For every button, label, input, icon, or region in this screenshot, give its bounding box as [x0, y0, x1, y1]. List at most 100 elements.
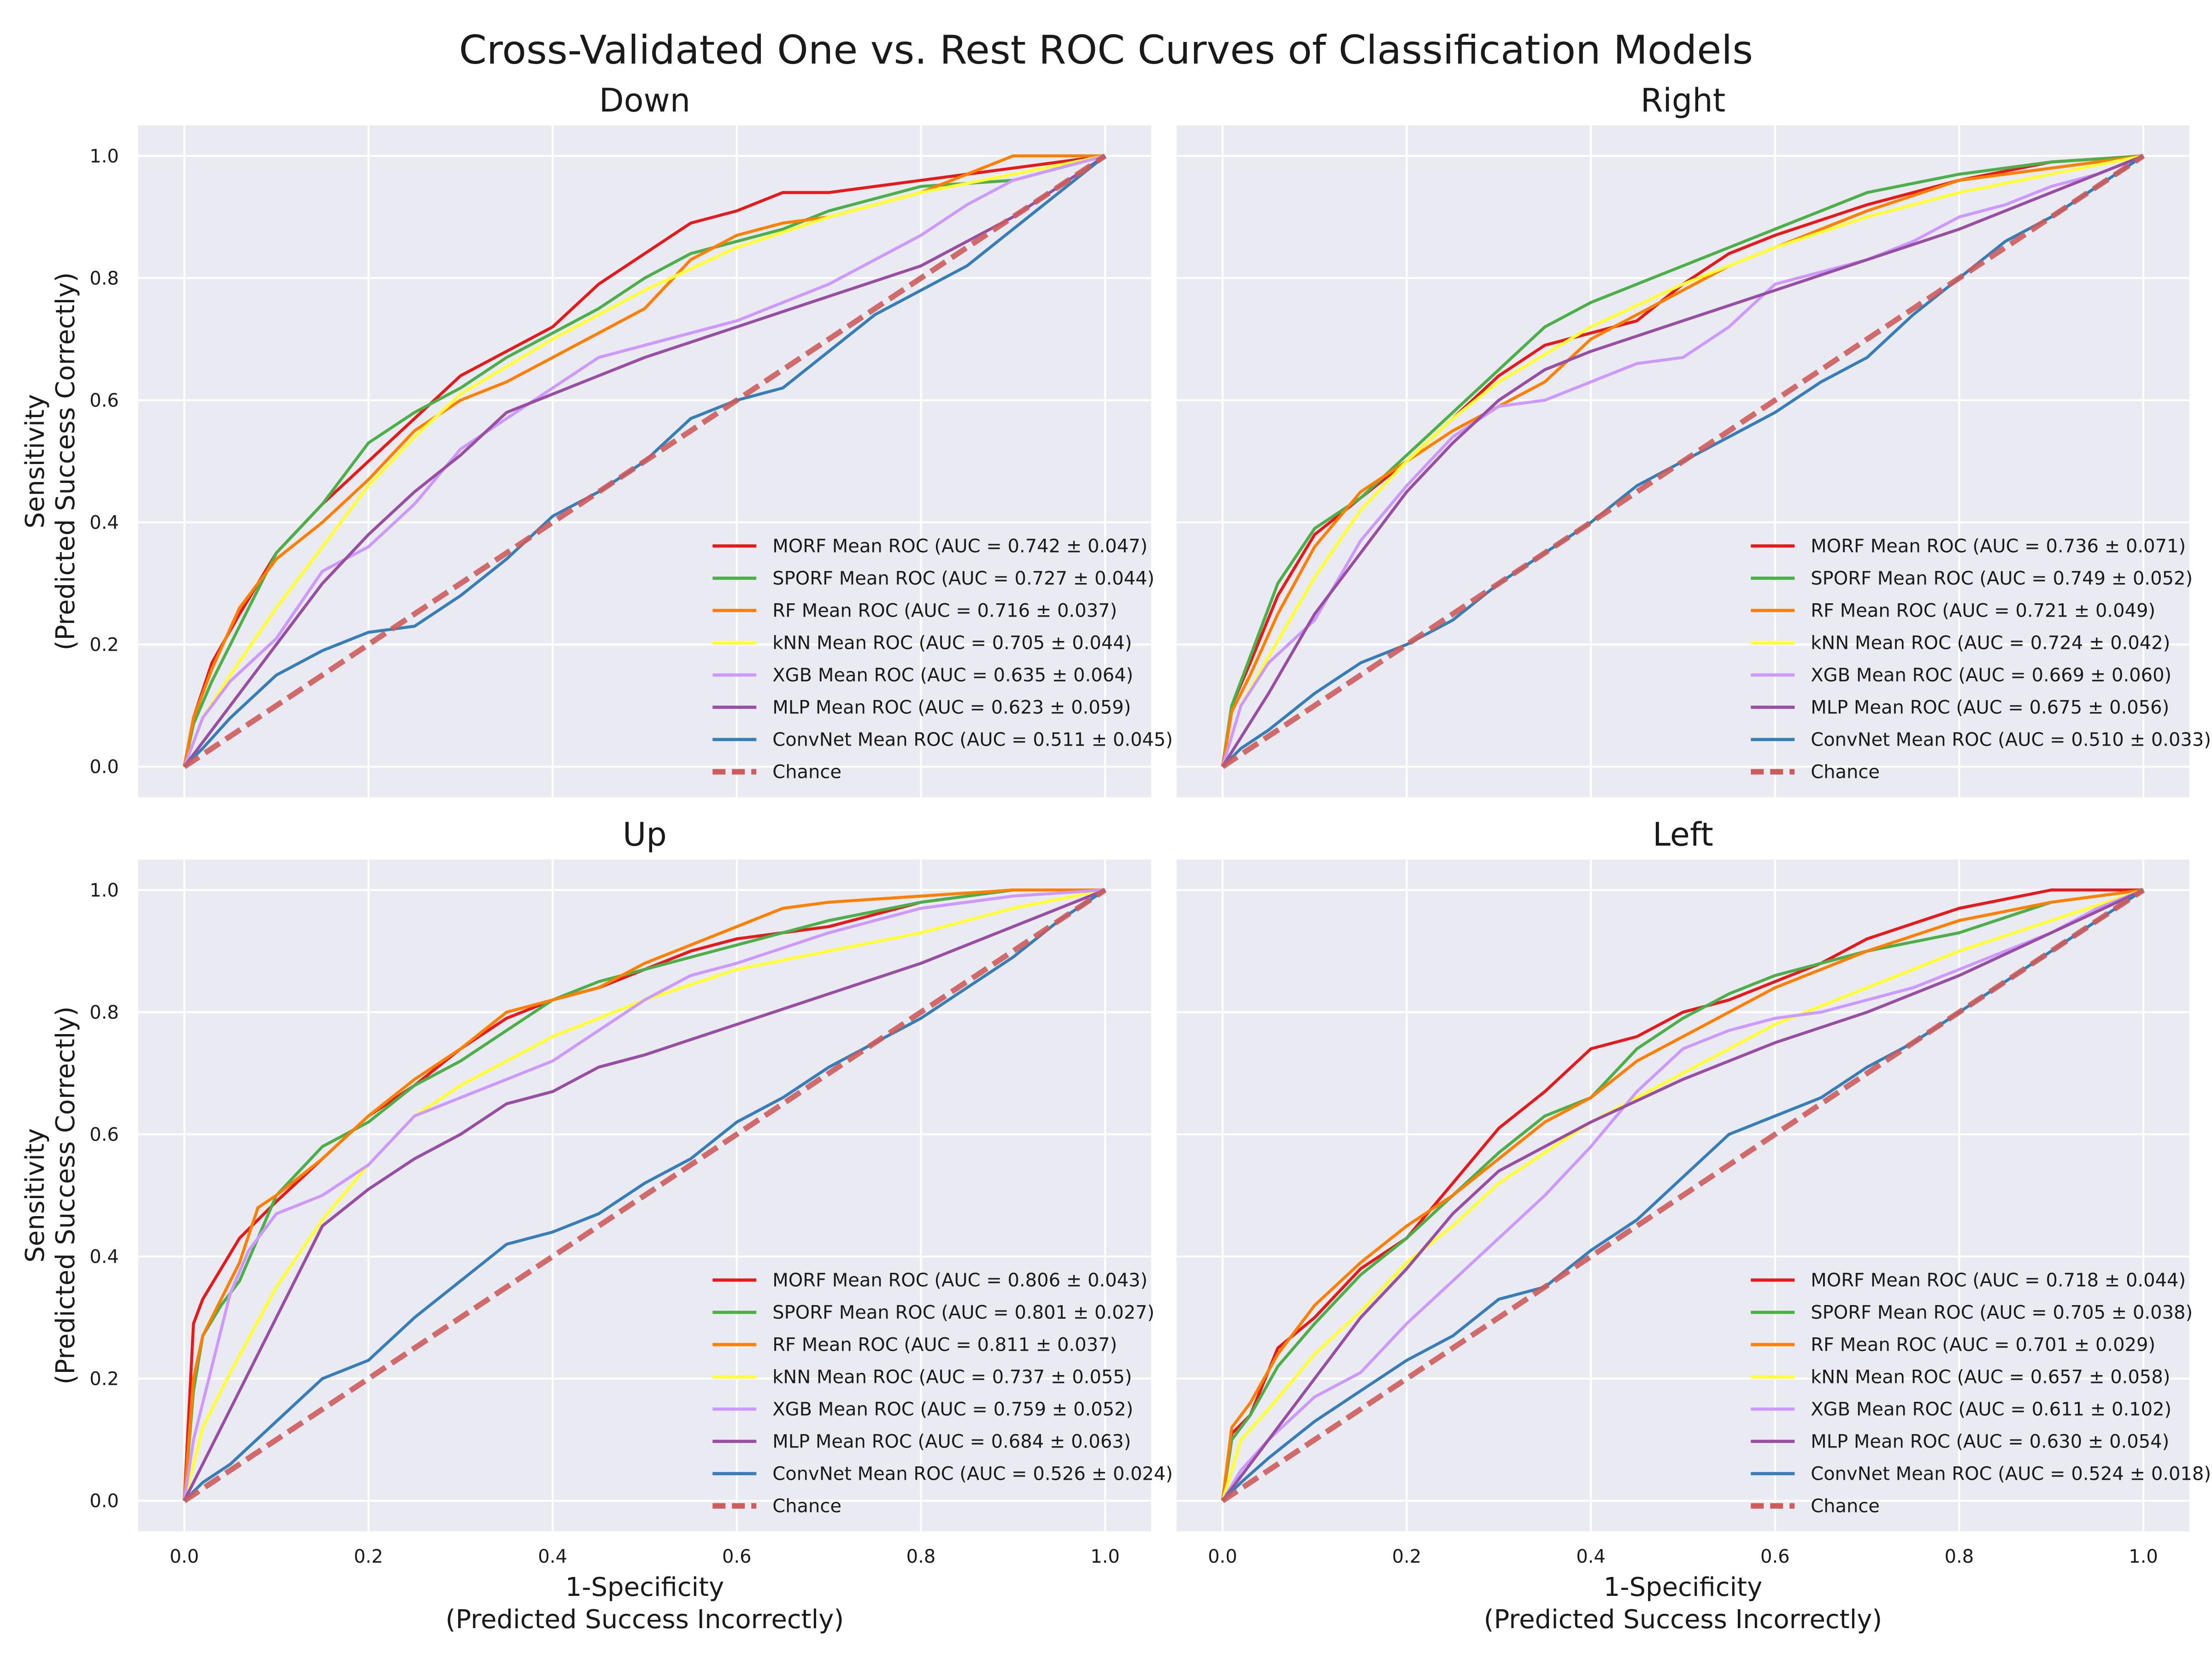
legend-label: ConvNet Mean ROC (AUC = 0.511 ± 0.045): [772, 729, 1173, 751]
series-line-chance: [1221, 153, 2145, 769]
legend-label: XGB Mean ROC (AUC = 0.635 ± 0.064): [772, 665, 1133, 686]
legend-label: Chance: [772, 1496, 841, 1517]
legend-label: MORF Mean ROC (AUC = 0.806 ± 0.043): [772, 1270, 1147, 1291]
panel-left: Left 0.0 0.2 0.4 0.6 0.8 1.0 1-Specificity(Pred…: [1177, 816, 2211, 1635]
x-tick-label: 0.4: [538, 1546, 567, 1567]
x-tick-label: 0.8: [906, 1546, 936, 1567]
panel-title: Left: [1653, 816, 1713, 853]
series-line-sporf: [1221, 154, 2144, 767]
y-tick-label: 0.0: [89, 757, 119, 778]
legend-label: Chance: [1811, 762, 1880, 783]
legend-label: Chance: [772, 762, 841, 783]
y-tick-label: 0.2: [89, 1369, 119, 1390]
series-line-knn: [182, 154, 1106, 767]
legend-label: RF Mean ROC (AUC = 0.701 ± 0.029): [1811, 1335, 2155, 1356]
panel-title: Right: [1641, 82, 1725, 119]
series-line-sporf: [182, 154, 1106, 767]
series-line-mlp: [1221, 888, 2144, 1502]
series-line-rf: [182, 888, 1106, 1501]
legend-label: kNN Mean ROC (AUC = 0.724 ± 0.042): [1811, 633, 2170, 654]
legend-label: MLP Mean ROC (AUC = 0.630 ± 0.054): [1811, 1431, 2169, 1453]
x-axis-label: (Predicted Success Incorrectly): [1484, 1605, 1882, 1635]
series-line-sporf: [182, 888, 1106, 1501]
y-axis-label-line: (Predicted Success Correctly): [51, 1006, 81, 1385]
x-tick-label: 1.0: [1090, 1546, 1120, 1567]
legend-label: MORF Mean ROC (AUC = 0.742 ± 0.047): [772, 536, 1147, 557]
legend-label: ConvNet Mean ROC (AUC = 0.510 ± 0.033): [1811, 729, 2211, 751]
panel-title: Down: [599, 82, 690, 119]
x-tick-label: 0.2: [1392, 1546, 1422, 1567]
legend-label: ConvNet Mean ROC (AUC = 0.524 ± 0.018): [1811, 1464, 2211, 1485]
series-line-chance: [1221, 888, 2145, 1503]
series-line-mlp: [1221, 154, 2144, 768]
y-tick-label: 0.4: [89, 1247, 119, 1268]
legend-label: MLP Mean ROC (AUC = 0.675 ± 0.056): [1811, 697, 2169, 718]
legend-label: MORF Mean ROC (AUC = 0.736 ± 0.071): [1811, 536, 2186, 557]
x-axis-label: 1-Specificity: [1604, 1572, 1762, 1602]
panel-right: Right MORF Mean ROC (AUC = 0.736 ± 0.071)…: [1177, 82, 2211, 797]
panels-container: Down0.00.20.40.60.81.0Sensitivity(Predic…: [20, 82, 2211, 1635]
panel-down: Down 0.0 0.2 0.4 0.6 0.8 1.0 Sensitivity(Predic…: [20, 82, 1173, 797]
y-tick-label: 1.0: [89, 146, 119, 167]
series-line-convnet: [183, 888, 1106, 1502]
legend-label: Chance: [1811, 1496, 1880, 1517]
series-line-xgb: [1221, 154, 2144, 767]
x-tick-label: 0.4: [1576, 1546, 1606, 1567]
legend-label: XGB Mean ROC (AUC = 0.759 ± 0.052): [772, 1399, 1133, 1420]
series-line-morf: [1221, 154, 2144, 767]
series-line-xgb: [1221, 888, 2144, 1502]
legend-label: SPORF Mean ROC (AUC = 0.749 ± 0.052): [1811, 568, 2193, 589]
x-tick-label: 0.6: [1760, 1546, 1790, 1567]
y-axis-label-line: Sensitivity: [20, 1128, 50, 1263]
figure-title: Cross-Validated One vs. Rest ROC Curves …: [459, 27, 1753, 73]
x-tick-label: 0.0: [170, 1546, 199, 1567]
y-tick-label: 0.8: [89, 1002, 119, 1023]
legend-label: SPORF Mean ROC (AUC = 0.801 ± 0.027): [772, 1302, 1154, 1324]
x-tick-label: 0.6: [722, 1546, 752, 1567]
legend-label: RF Mean ROC (AUC = 0.716 ± 0.037): [772, 600, 1117, 622]
series-line-knn: [1221, 154, 2144, 767]
y-tick-label: 0.6: [89, 390, 119, 411]
y-tick-label: 0.6: [89, 1124, 119, 1145]
series-line-chance: [182, 888, 1107, 1503]
y-axis-label: Sensitivity(Predicted Success Correctly): [20, 1006, 81, 1385]
series-line-mlp: [182, 888, 1106, 1502]
series-line-mlp: [183, 154, 1106, 768]
y-tick-label: 1.0: [89, 880, 119, 901]
legend-label: XGB Mean ROC (AUC = 0.669 ± 0.060): [1811, 665, 2171, 686]
y-tick-label: 0.0: [89, 1491, 119, 1512]
y-tick-label: 0.8: [89, 268, 119, 289]
legend-label: kNN Mean ROC (AUC = 0.657 ± 0.058): [1811, 1367, 2170, 1388]
series-line-knn: [1221, 888, 2144, 1501]
series-line-chance: [182, 153, 1107, 769]
series-line-xgb: [182, 888, 1106, 1501]
legend-label: kNN Mean ROC (AUC = 0.737 ± 0.055): [772, 1367, 1132, 1388]
y-axis-label: Sensitivity(Predicted Success Correctly): [20, 272, 81, 651]
y-axis-label-line: Sensitivity: [20, 394, 50, 529]
legend-label: SPORF Mean ROC (AUC = 0.727 ± 0.044): [772, 568, 1154, 589]
legend-label: RF Mean ROC (AUC = 0.721 ± 0.049): [1811, 600, 2155, 622]
legend-label: MLP Mean ROC (AUC = 0.623 ± 0.059): [772, 697, 1131, 718]
legend-label: ConvNet Mean ROC (AUC = 0.526 ± 0.024): [772, 1464, 1173, 1485]
series-line-knn: [182, 888, 1106, 1501]
y-axis-label-line: (Predicted Success Correctly): [51, 272, 81, 651]
legend-label: XGB Mean ROC (AUC = 0.611 ± 0.102): [1811, 1399, 2171, 1420]
x-tick-label: 0.8: [1945, 1546, 1974, 1567]
x-axis-label: 1-Specificity: [565, 1572, 724, 1602]
legend-label: RF Mean ROC (AUC = 0.811 ± 0.037): [772, 1335, 1117, 1356]
legend-label: SPORF Mean ROC (AUC = 0.705 ± 0.038): [1811, 1302, 2193, 1324]
series-line-xgb: [182, 154, 1106, 767]
legend-label: kNN Mean ROC (AUC = 0.705 ± 0.044): [772, 633, 1132, 654]
legend-label: MLP Mean ROC (AUC = 0.684 ± 0.063): [772, 1431, 1131, 1453]
y-tick-label: 0.4: [89, 512, 119, 534]
panel-up: Up0.00.20.40.60.81.0Sensitivity(Predicte…: [20, 816, 1173, 1635]
x-tick-label: 0.0: [1208, 1546, 1237, 1567]
y-tick-label: 0.2: [89, 635, 119, 656]
x-axis-label: (Predicted Success Incorrectly): [446, 1605, 844, 1635]
series-line-morf: [182, 154, 1106, 767]
series-line-morf: [1221, 888, 2144, 1501]
panel-title: Up: [623, 816, 667, 853]
series-line-morf: [182, 888, 1106, 1501]
x-tick-label: 0.2: [354, 1546, 383, 1567]
